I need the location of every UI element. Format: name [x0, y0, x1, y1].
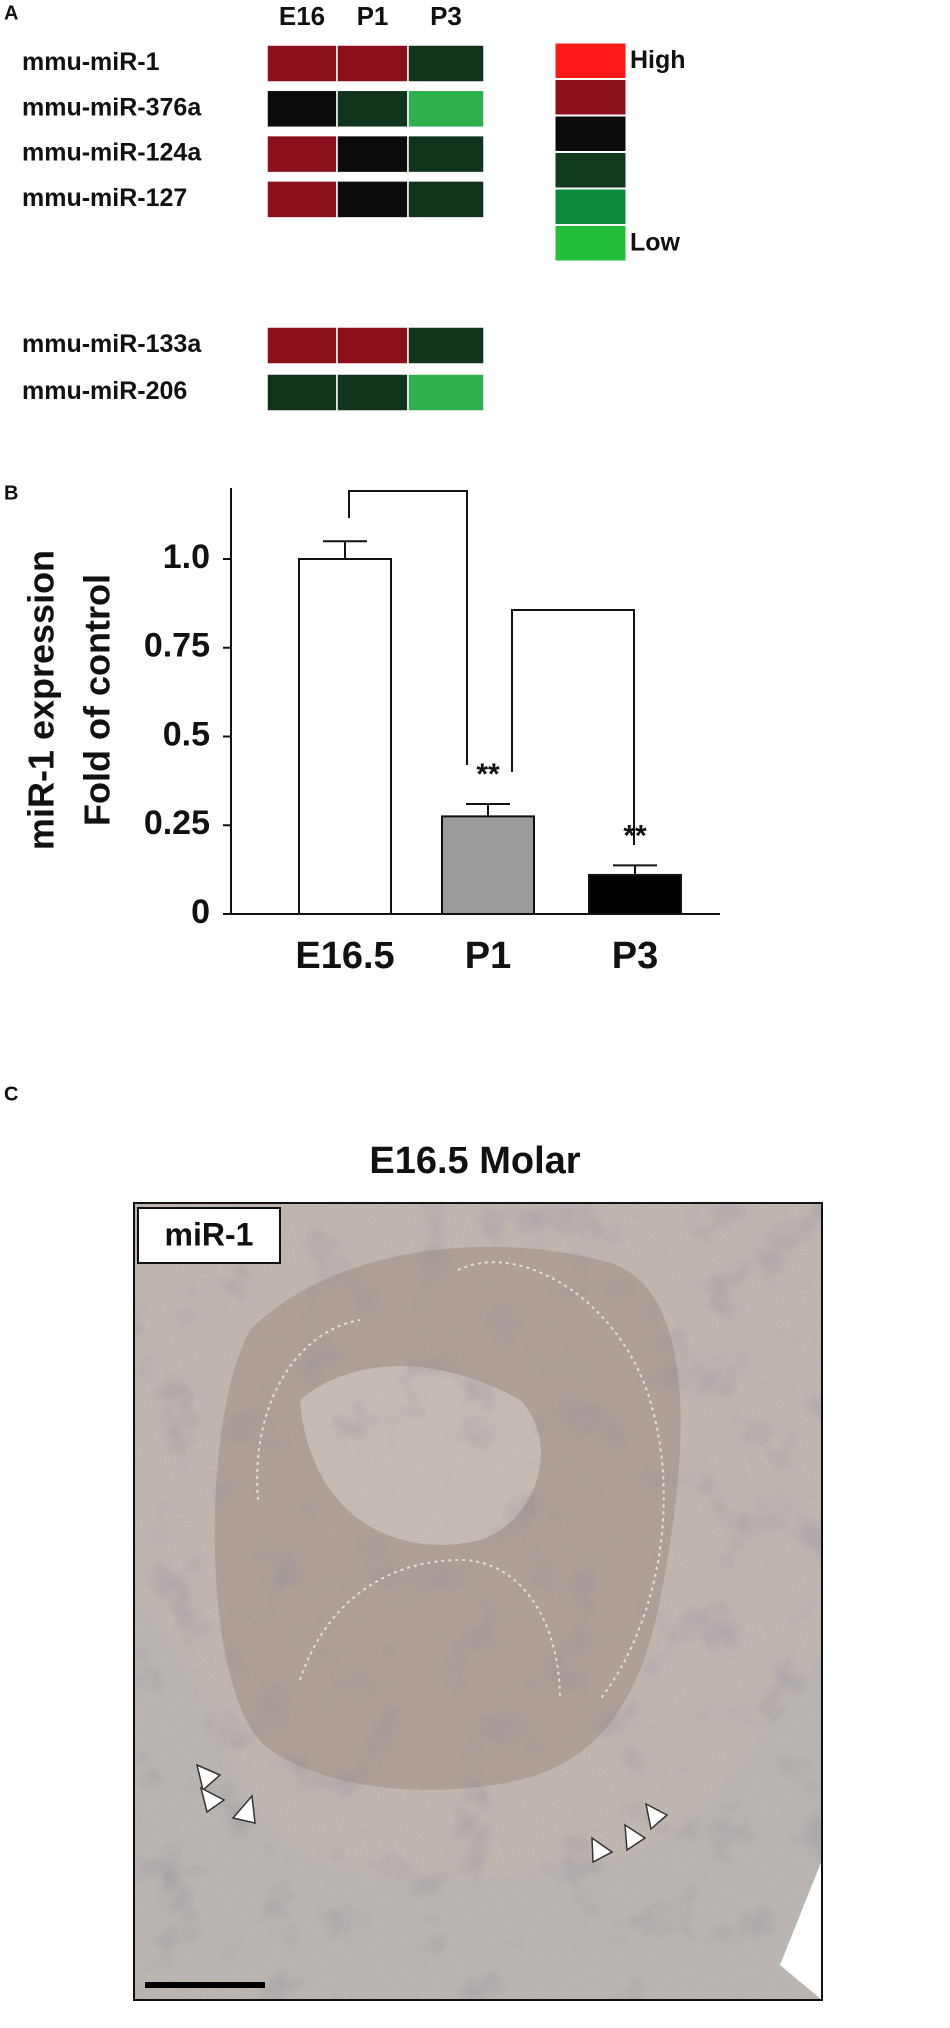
heatmap-cell [407, 373, 485, 412]
significance-bracket [511, 609, 635, 845]
row-label: mmu-miR-124a [22, 139, 202, 167]
y-tick-label: 0.5 [163, 715, 210, 753]
legend-swatch [554, 42, 627, 79]
heatmap-cell [266, 134, 338, 174]
y-axis-title: miR-1 expression [21, 550, 62, 850]
row-label: mmu-miR-133a [22, 330, 202, 358]
legend-high: High [630, 46, 686, 74]
heatmap-cell [266, 373, 338, 412]
y-tick-label: 0.25 [144, 804, 210, 842]
label-box [137, 1207, 281, 1264]
column-header: P3 [430, 1, 462, 31]
row-label: mmu-miR-127 [22, 184, 187, 212]
arrowheads [195, 1763, 669, 1864]
heatmap-cell [407, 89, 485, 129]
heatmap-cell [336, 89, 409, 129]
significance-bracket [348, 490, 468, 765]
heatmap-cell [266, 326, 338, 365]
significance-label: ** [476, 758, 500, 791]
x-tick-label: E16.5 [295, 935, 394, 977]
image-label: miR-1 [165, 1216, 254, 1252]
legend-swatch [554, 152, 627, 189]
row-label: mmu-miR-1 [22, 48, 160, 76]
heatmap-cell [407, 44, 485, 83]
legend-swatch [554, 115, 627, 152]
significance-label: ** [623, 819, 647, 852]
panel-label: C [4, 1083, 18, 1105]
bar [588, 873, 682, 916]
heatmap-cell [266, 89, 338, 129]
row-label: mmu-miR-376a [22, 93, 202, 121]
legend-swatch [554, 79, 627, 116]
y-tick-label: 0 [191, 893, 210, 931]
heatmap-cell [336, 134, 409, 174]
x-tick-label: P3 [612, 935, 658, 977]
row-label: mmu-miR-206 [22, 377, 187, 405]
panel-c: E16.5 Molar miR-1 [133, 1140, 823, 2001]
heatmap-cell [336, 180, 409, 219]
micrograph [134, 1203, 822, 2000]
heatmap-cell [266, 44, 338, 83]
panel-label: B [4, 482, 18, 504]
bar [441, 815, 535, 915]
heatmap-cell [336, 44, 409, 83]
y-tick-label: 1.0 [163, 538, 210, 576]
legend-low: Low [630, 228, 681, 256]
heatmap-cell [407, 180, 485, 219]
column-header: E16 [279, 1, 325, 31]
heatmap-cell [407, 326, 485, 365]
heatmap-cell [266, 180, 338, 219]
panel-a: E16 P1 P3 mmu-miR-1 mmu-miR-376a mmu-miR-124a… [22, 1, 686, 412]
image-title: E16.5 Molar [369, 1140, 580, 1182]
legend-swatch [554, 188, 627, 225]
column-header: P1 [357, 1, 389, 31]
heatmap-cell [336, 326, 409, 365]
y-tick-label: 0.75 [144, 627, 210, 665]
y-axis-title: Fold of control [77, 574, 118, 826]
bar [298, 558, 392, 915]
heatmap-cell [407, 134, 485, 174]
heatmap-cell [336, 373, 409, 412]
panel-b: 0 0.25 0.5 0.75 1.0 miR-1 expression Fold of c… [21, 488, 720, 977]
panel-label: A [4, 2, 18, 24]
legend-swatch [554, 225, 627, 262]
x-tick-label: P1 [465, 935, 511, 977]
